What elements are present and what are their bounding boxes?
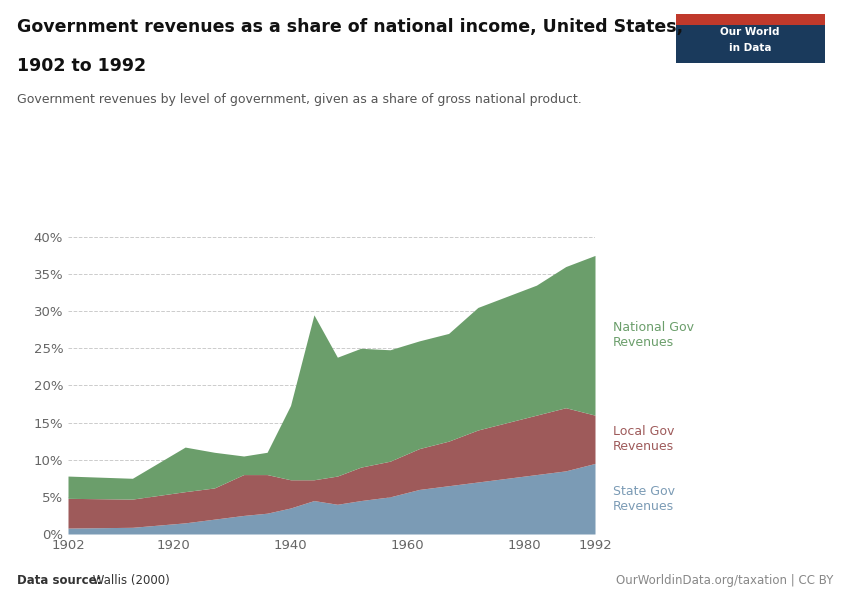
Text: Wallis (2000): Wallis (2000) bbox=[89, 574, 170, 587]
Text: Our World: Our World bbox=[720, 28, 779, 37]
Text: in Data: in Data bbox=[728, 43, 772, 53]
Text: OurWorldinData.org/taxation | CC BY: OurWorldinData.org/taxation | CC BY bbox=[615, 574, 833, 587]
Text: Government revenues as a share of national income, United States,: Government revenues as a share of nation… bbox=[17, 18, 683, 36]
Text: Government revenues by level of government, given as a share of gross national p: Government revenues by level of governme… bbox=[17, 93, 581, 106]
Text: 1902 to 1992: 1902 to 1992 bbox=[17, 57, 146, 75]
Text: Local Gov
Revenues: Local Gov Revenues bbox=[613, 425, 674, 453]
Text: State Gov
Revenues: State Gov Revenues bbox=[613, 485, 675, 513]
Text: National Gov
Revenues: National Gov Revenues bbox=[613, 321, 694, 349]
Text: Data source:: Data source: bbox=[17, 574, 101, 587]
